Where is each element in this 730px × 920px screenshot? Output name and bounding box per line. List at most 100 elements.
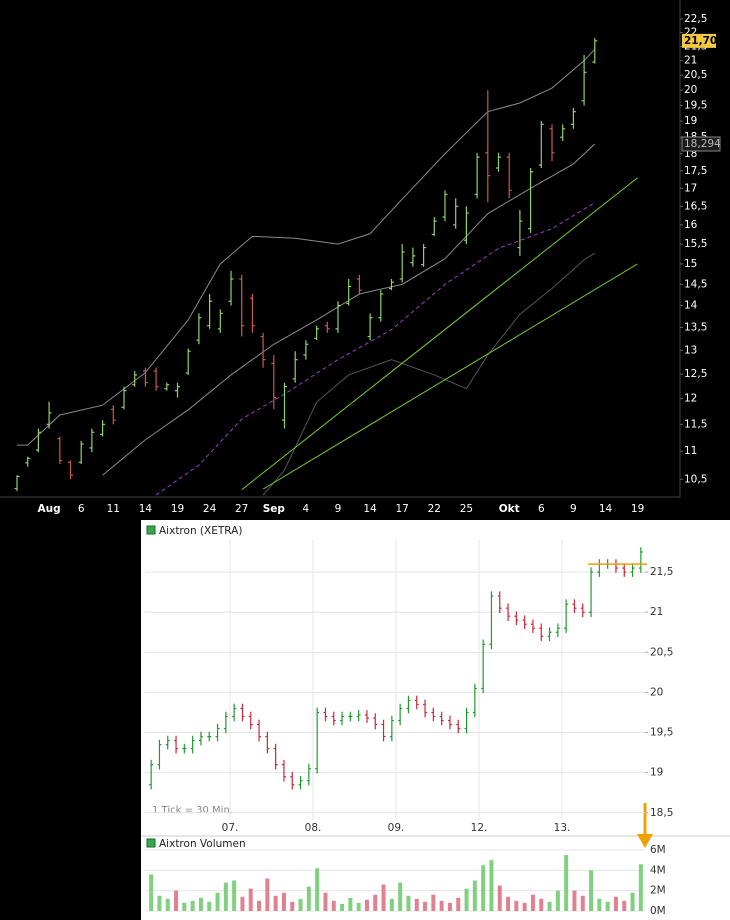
volume-bar — [315, 868, 320, 911]
volume-bar — [638, 864, 643, 911]
y-tick-label: 18,5 — [650, 807, 673, 819]
overlay-line — [262, 252, 596, 496]
volume-bar — [439, 900, 444, 911]
volume-bar — [381, 884, 386, 911]
overlay-line — [262, 263, 638, 490]
x-tick-label: 11 — [107, 503, 120, 515]
volume-bar — [265, 878, 270, 911]
x-tick-label: 09. — [388, 822, 405, 834]
x-tick-label: 19 — [631, 503, 644, 515]
x-tick-label: 6 — [538, 503, 545, 515]
x-tick-label: Aug — [38, 503, 61, 515]
volume-bar — [514, 900, 519, 911]
volume-bar — [580, 895, 585, 911]
x-tick-label: 13. — [554, 822, 571, 834]
y-tick-label: 11 — [684, 445, 697, 457]
y-tick-label: 17 — [684, 182, 697, 194]
volume-bar — [555, 890, 560, 911]
volume-bar — [564, 855, 569, 911]
y-tick-label: 20 — [650, 686, 663, 698]
y-tick-label: 14,5 — [684, 278, 707, 290]
volume-bar — [464, 888, 469, 911]
y-tick-label: 11,5 — [684, 418, 707, 430]
volume-bar — [364, 899, 369, 911]
y-tick-label: 20,5 — [684, 69, 707, 81]
x-tick-label: Sep — [263, 503, 286, 515]
y-tick-label: 21 — [684, 55, 697, 67]
volume-bar — [198, 897, 203, 911]
y-tick-label: 17,5 — [684, 165, 707, 177]
y-tick-label: 19,5 — [684, 99, 707, 111]
volume-bar — [481, 865, 486, 911]
volume-bar — [622, 900, 627, 911]
volume-bar — [456, 897, 461, 911]
y-tick-label: 13,5 — [684, 322, 707, 334]
volume-bar — [182, 902, 187, 911]
volume-bar — [248, 888, 253, 911]
y-tick-label: 16,5 — [684, 200, 707, 212]
volume-bar — [630, 892, 635, 911]
volume-bar — [389, 898, 394, 911]
volume-bar — [331, 900, 336, 911]
price-label-box — [682, 33, 716, 48]
x-tick-label: 19 — [171, 503, 184, 515]
x-tick-label: 4 — [303, 503, 310, 515]
x-tick-label: 24 — [203, 503, 217, 515]
volume-bar — [373, 894, 378, 911]
volume-bar — [431, 894, 436, 911]
plot-area — [14, 38, 638, 496]
volume-bar — [232, 880, 237, 911]
note: 1 Tick = 30 Min. — [152, 805, 233, 816]
volume-bar — [207, 901, 212, 911]
volume-bar — [174, 890, 179, 911]
y-tick-label: 16 — [684, 219, 698, 231]
volume-bar — [605, 901, 610, 911]
volume-bar — [215, 892, 220, 911]
indicator-label: 18,294 — [684, 138, 721, 150]
intraday-panel — [141, 520, 730, 920]
x-tick-label: 25 — [460, 503, 473, 515]
price-label: 21,70 — [684, 35, 717, 47]
y-tick-label: 13 — [684, 344, 697, 356]
volume-bar — [530, 894, 535, 911]
arrow-head — [637, 834, 653, 848]
x-tick-label: 07. — [222, 822, 239, 834]
y-tick-label: 19 — [684, 115, 697, 127]
y-tick-label: 15,5 — [684, 238, 707, 250]
volume-bar — [539, 898, 544, 911]
volume-bar — [240, 896, 245, 911]
x-tick-label: 14 — [363, 503, 377, 515]
volume-bar — [149, 874, 154, 911]
volume-bar — [281, 892, 286, 911]
volume-bar — [447, 902, 452, 911]
x-tick-label: 27 — [235, 503, 248, 515]
volume-bar — [414, 898, 419, 911]
y-tick-label: 12 — [684, 393, 697, 405]
indicator-label-box — [681, 136, 721, 152]
x-tick-label: 9 — [335, 503, 342, 515]
x-tick-label: 22 — [428, 503, 441, 515]
legend-swatch — [146, 525, 156, 535]
volume-tick-label: 0M — [650, 905, 666, 917]
volume-bar — [257, 900, 262, 911]
y-tick-label: 14 — [684, 300, 698, 312]
volume-bar — [572, 890, 577, 911]
y-tick-label: 15 — [684, 258, 697, 270]
y-tick-label: 21 — [650, 606, 663, 618]
volume-bar — [406, 895, 411, 911]
volume-bar — [190, 900, 195, 911]
volume-bar — [423, 901, 428, 911]
volume-bar — [356, 902, 361, 911]
x-tick-label: 9 — [570, 503, 577, 515]
panel-title: Aixtron (XETRA) — [159, 525, 242, 537]
overlay-line — [17, 48, 596, 446]
volume-bar — [597, 898, 602, 911]
volume-bar — [298, 898, 303, 911]
y-tick-label: 12,5 — [684, 368, 707, 380]
volume-title: Aixtron Volumen — [159, 838, 246, 850]
x-tick-label: Okt — [499, 503, 520, 515]
volume-bar — [506, 896, 511, 911]
x-tick-label: 17 — [396, 503, 409, 515]
volume-bar — [497, 885, 502, 911]
volume-bar — [340, 903, 345, 911]
